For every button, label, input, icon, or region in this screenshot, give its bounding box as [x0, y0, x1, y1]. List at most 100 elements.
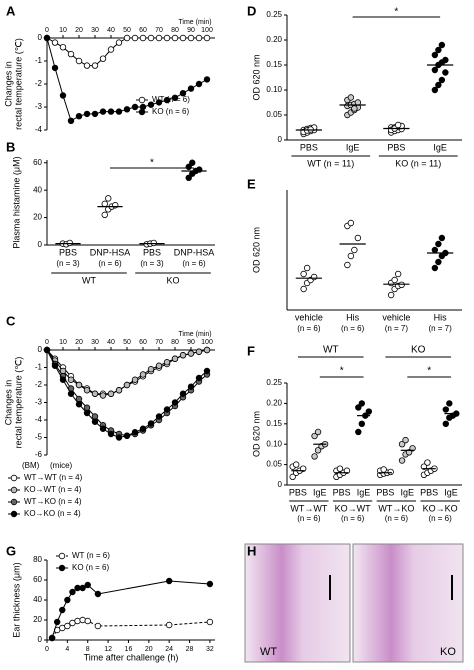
data-point — [53, 618, 61, 626]
y-tick-label: 80 — [33, 555, 42, 564]
data-point — [94, 590, 102, 598]
data-point — [189, 159, 196, 166]
annotation: * — [394, 7, 398, 18]
legend-marker — [10, 474, 18, 482]
x-tick-label: His — [434, 312, 447, 322]
data-point — [424, 459, 431, 466]
data-point — [311, 453, 318, 460]
data-point — [431, 264, 439, 272]
data-point — [155, 99, 163, 106]
data-point — [365, 408, 373, 415]
x-tick-label: His — [346, 312, 359, 322]
y-tick-label: 60 — [33, 158, 42, 167]
y-axis-label: OD 620 nm — [251, 54, 261, 100]
data-point — [147, 366, 155, 373]
data-point — [179, 352, 187, 359]
data-point — [310, 273, 318, 281]
data-point — [442, 69, 449, 76]
group-label: KO→KO — [423, 503, 458, 513]
y-tick-label: -4 — [35, 125, 43, 134]
data-point — [431, 66, 439, 74]
x-tick-label: PBS — [300, 142, 318, 152]
data-point — [195, 374, 203, 382]
data-point — [74, 617, 81, 625]
legend-marker — [138, 108, 146, 116]
x-tick-label: DNP-HSA — [174, 247, 215, 257]
data-point — [355, 404, 362, 411]
data-point — [139, 371, 147, 378]
y-tick-label: 0.25 — [266, 10, 282, 19]
y-axis-label: rectal temperature (℃) — [13, 38, 23, 130]
x-tick-label: 60 — [139, 339, 147, 346]
group-label: KO (n = 11) — [395, 158, 441, 168]
data-point — [150, 239, 157, 247]
category-note: (n = 6) — [297, 324, 321, 333]
data-point — [358, 400, 366, 407]
panel-letter: G — [6, 543, 16, 558]
x-tick-label: PBS — [333, 487, 351, 497]
y-tick-label: 40 — [33, 595, 42, 604]
data-point — [435, 258, 442, 266]
data-point — [67, 390, 75, 397]
y-tick-label: -2 — [35, 380, 43, 389]
data-point — [48, 634, 56, 642]
y-tick-label: 0.15 — [266, 60, 282, 69]
x-tick-label: 20 — [75, 339, 83, 346]
data-point — [165, 621, 173, 629]
y-tick-label: 0.20 — [266, 399, 282, 408]
data-point — [83, 404, 91, 411]
data-point — [115, 387, 123, 394]
histology-image — [352, 543, 464, 663]
legend-label: WT→KO (n = 4) — [24, 497, 82, 506]
data-point — [420, 463, 428, 470]
data-point — [66, 239, 73, 247]
data-point — [83, 409, 91, 417]
data-point — [163, 34, 171, 42]
data-point — [84, 617, 91, 625]
data-point — [442, 406, 450, 413]
data-point — [101, 211, 108, 219]
group-label: WT — [82, 275, 96, 285]
data-point — [107, 46, 115, 53]
image-label: WT — [260, 646, 277, 658]
data-point — [435, 81, 442, 89]
data-point — [83, 387, 91, 394]
data-point — [59, 376, 67, 383]
data-point — [300, 285, 307, 293]
data-point — [187, 383, 195, 390]
x-tick-label: 70 — [155, 27, 163, 34]
data-point — [195, 34, 203, 42]
legend-marker — [138, 96, 146, 104]
category-note: (n = 3) — [140, 259, 164, 268]
panel-letter: H — [247, 543, 256, 558]
y-tick-label: 0 — [38, 240, 43, 249]
data-point — [107, 108, 115, 115]
data-point — [431, 246, 439, 254]
x-tick-label: PBS — [387, 142, 405, 152]
data-point — [75, 112, 83, 120]
x-tick-label: 0 — [45, 339, 49, 346]
data-point — [99, 108, 107, 115]
x-tick-label: 24 — [165, 646, 173, 653]
data-point — [446, 400, 453, 407]
data-point — [115, 108, 123, 115]
data-point — [123, 381, 131, 389]
x-tick-label: IgE — [401, 487, 415, 497]
data-point — [179, 34, 187, 42]
y-tick-label: -3 — [35, 398, 43, 407]
data-point — [79, 584, 86, 592]
data-point — [405, 449, 413, 456]
data-point — [59, 92, 67, 99]
data-point — [314, 428, 322, 436]
x-tick-label: 8 — [86, 646, 90, 653]
data-point — [442, 420, 450, 427]
data-point — [107, 390, 115, 397]
y-tick-label: 0 — [38, 635, 43, 644]
data-point — [67, 117, 75, 124]
annotation: * — [340, 366, 344, 377]
data-point — [67, 376, 75, 383]
data-point — [94, 622, 102, 630]
data-point — [203, 76, 211, 83]
x-tick-label: IgE — [444, 487, 458, 497]
